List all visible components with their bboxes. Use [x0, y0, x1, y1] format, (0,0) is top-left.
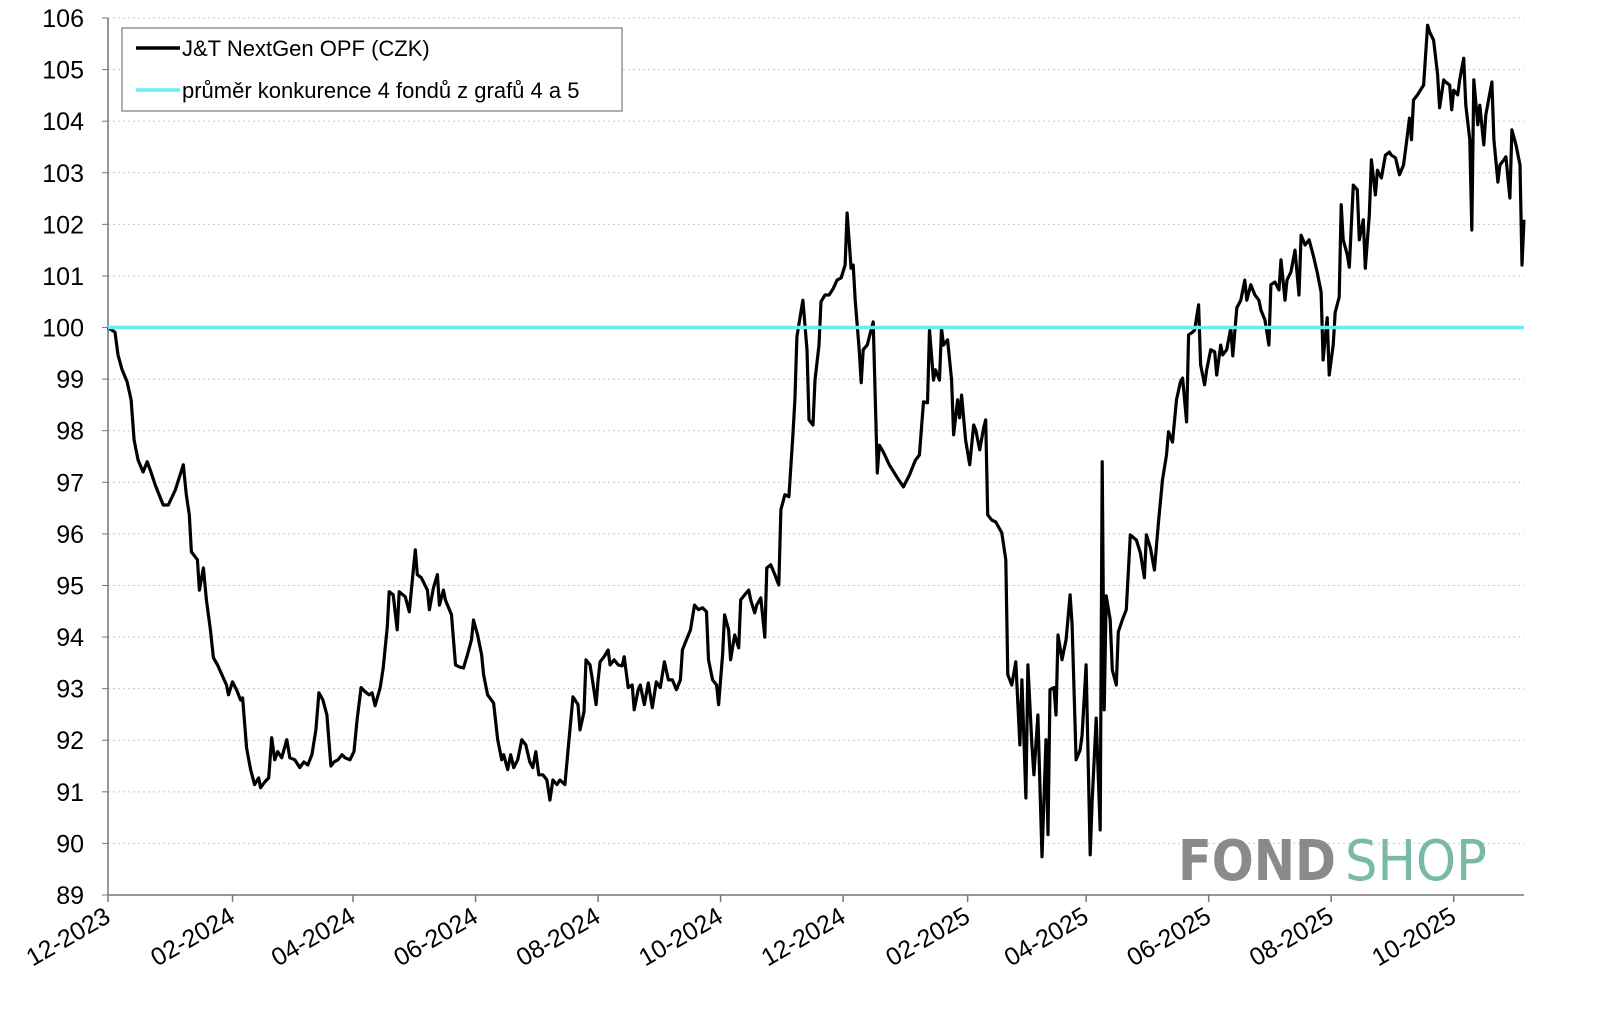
x-tick-label: 02-2024	[146, 902, 240, 972]
series-line-fund	[107, 23, 1526, 859]
logo-fond: FOND	[1178, 829, 1336, 894]
logo-shop: SHOP	[1345, 829, 1487, 894]
y-tick-label: 106	[42, 5, 84, 33]
x-tick-label: 02-2025	[881, 902, 974, 972]
y-tick-label: 99	[56, 366, 84, 394]
y-tick-label: 93	[56, 676, 84, 704]
y-tick-label: 89	[56, 882, 84, 910]
y-tick-label: 91	[56, 779, 84, 807]
y-tick-label: 101	[42, 263, 84, 291]
y-tick-label: 100	[42, 315, 84, 343]
x-tick-label: 10-2025	[1367, 902, 1460, 972]
x-tick-label: 06-2025	[1122, 902, 1215, 972]
y-tick-label: 103	[42, 160, 84, 188]
y-tick-label: 105	[42, 57, 84, 85]
y-tick-label: 95	[56, 572, 84, 600]
y-axis-tick-labels: 89 90 91 92 93 94 95 96 97 98 99 100 101 102 103 104 105…	[42, 5, 108, 910]
x-tick-label: 04-2025	[1000, 902, 1093, 972]
y-tick-label: 104	[42, 108, 84, 136]
x-tick-label: 10-2024	[634, 902, 728, 972]
x-tick-label: 12-2023	[22, 902, 115, 972]
legend-label-competition: průměr konkurence 4 fondů z grafů 4 a 5	[182, 78, 579, 103]
series-lines	[107, 23, 1526, 859]
x-tick-label: 08-2024	[512, 902, 606, 972]
y-tick-label: 98	[56, 418, 84, 446]
y-tick-label: 96	[56, 521, 84, 549]
logo: FOND SHOP	[1178, 829, 1487, 894]
x-tick-label: 06-2024	[389, 902, 483, 972]
x-axis-ticks: 12-2023 02-2024 04-2024 06-2024 08-2024 10-20…	[22, 895, 1461, 972]
x-tick-label: 12-2024	[757, 902, 851, 972]
x-tick-label: 08-2025	[1245, 902, 1338, 972]
y-tick-label: 90	[56, 830, 84, 858]
y-tick-label: 92	[56, 727, 84, 755]
y-tick-label: 102	[42, 211, 84, 239]
y-tick-label: 94	[56, 624, 84, 652]
gridlines	[108, 17, 1524, 844]
legend: J&T NextGen OPF (CZK) průměr konkurence …	[121, 27, 623, 112]
legend-label-fund: J&T NextGen OPF (CZK)	[182, 36, 430, 61]
x-tick-label: 04-2024	[267, 902, 361, 972]
legend-box	[121, 27, 623, 112]
y-tick-label: 97	[56, 469, 84, 497]
